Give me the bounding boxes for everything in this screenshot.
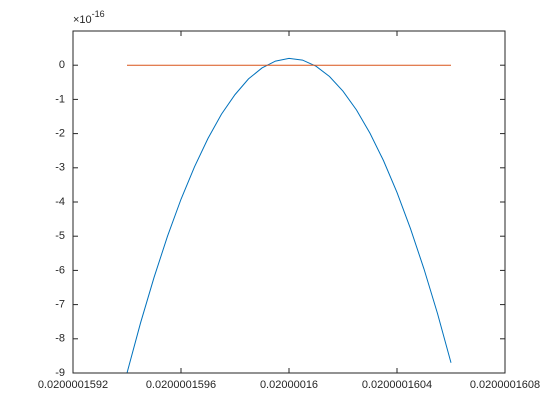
y-tick-label: -2: [55, 128, 65, 140]
y-tick-label: -7: [55, 299, 65, 311]
y-tick-label: -3: [55, 162, 65, 174]
y-tick-label: -5: [55, 230, 65, 242]
y-tick-label: 0: [59, 59, 65, 71]
x-tick-label: 0.0200001596: [146, 379, 216, 391]
axes-box: [72, 30, 506, 374]
axes-background: [73, 31, 505, 373]
x-tick-label: 0.02000016: [260, 379, 318, 391]
y-tick-label: -6: [55, 264, 65, 276]
x-tick-label: 0.0200001592: [38, 379, 108, 391]
line-series: [126, 57, 452, 374]
y-tick-label: -8: [55, 333, 65, 345]
y-tick-label: -1: [55, 93, 65, 105]
y-tick-label: -4: [55, 196, 65, 208]
y-multiplier-power: -16: [92, 9, 105, 19]
x-tick-label: 0.0200001608: [470, 379, 540, 391]
y-tick-label: -9: [55, 367, 65, 379]
y-multiplier: ×10-16: [73, 9, 105, 26]
y-multiplier-base: ×10: [73, 14, 92, 26]
x-tick-label: 0.0200001604: [362, 379, 432, 391]
